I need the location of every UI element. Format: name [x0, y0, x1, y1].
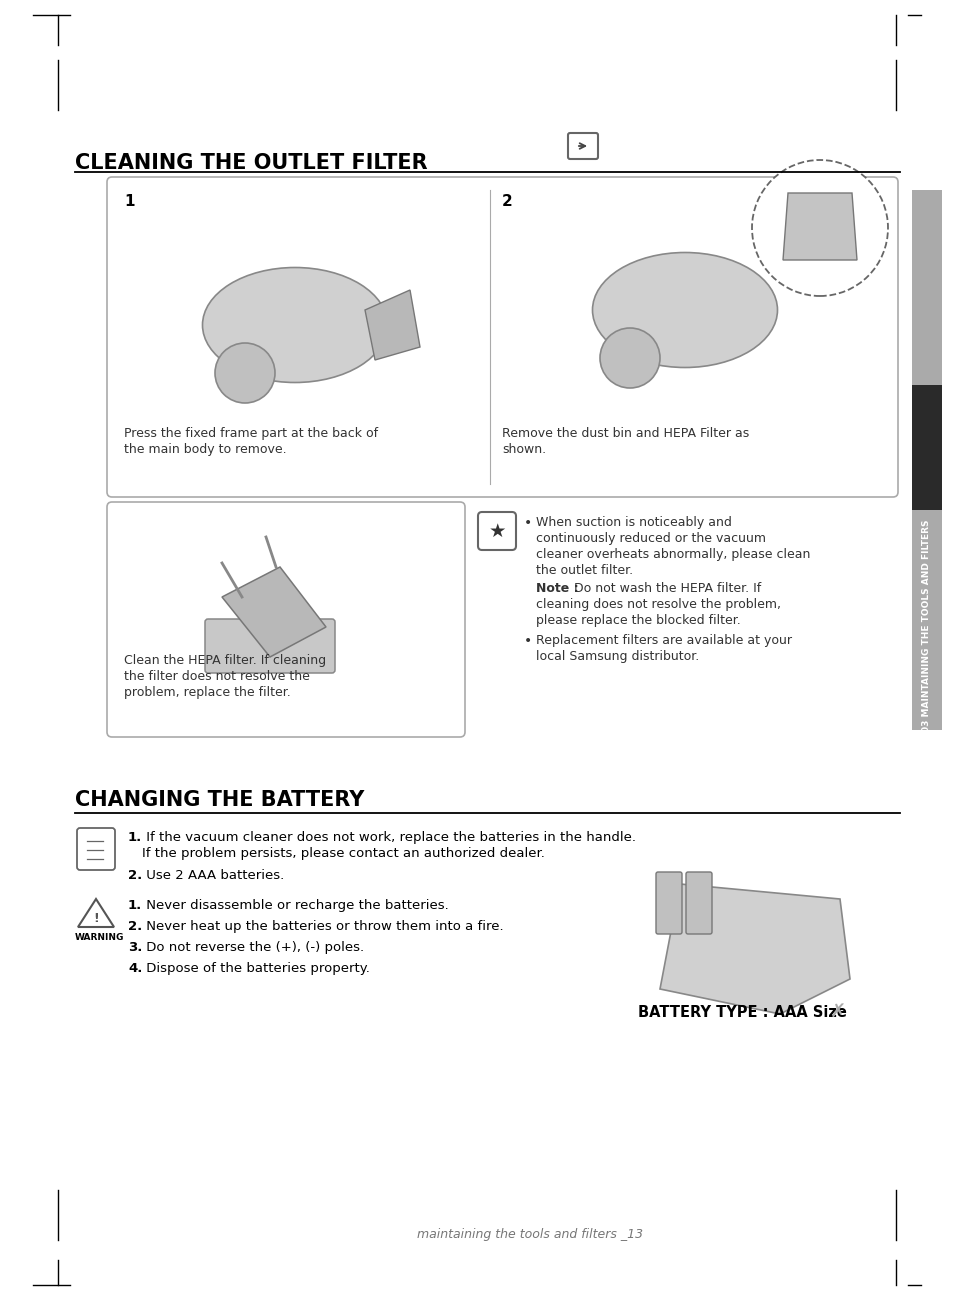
FancyBboxPatch shape	[77, 827, 115, 870]
Text: When suction is noticeably and: When suction is noticeably and	[536, 516, 731, 530]
Text: Replacement filters are available at your: Replacement filters are available at you…	[536, 634, 791, 647]
Text: •: •	[523, 634, 532, 648]
Polygon shape	[78, 899, 113, 928]
Ellipse shape	[202, 268, 387, 382]
FancyBboxPatch shape	[911, 385, 941, 510]
Text: the outlet filter.: the outlet filter.	[536, 565, 633, 578]
Text: If the vacuum cleaner does not work, replace the batteries in the handle.: If the vacuum cleaner does not work, rep…	[142, 831, 636, 844]
FancyBboxPatch shape	[656, 872, 681, 934]
Text: If the problem persists, please contact an authorized dealer.: If the problem persists, please contact …	[142, 847, 544, 860]
Text: WARNING: WARNING	[75, 933, 124, 942]
FancyBboxPatch shape	[685, 872, 711, 934]
Text: Dispose of the batteries property.: Dispose of the batteries property.	[142, 961, 370, 974]
Text: 1.: 1.	[128, 831, 142, 844]
Text: Never disassemble or recharge the batteries.: Never disassemble or recharge the batter…	[142, 899, 448, 912]
Text: Use 2 AAA batteries.: Use 2 AAA batteries.	[142, 869, 284, 882]
Text: 1.: 1.	[128, 899, 142, 912]
Text: Clean the HEPA filter. If cleaning: Clean the HEPA filter. If cleaning	[124, 654, 326, 667]
Text: Never heat up the batteries or throw them into a fire.: Never heat up the batteries or throw the…	[142, 920, 503, 933]
Circle shape	[214, 343, 274, 403]
Ellipse shape	[592, 252, 777, 367]
Text: local Samsung distributor.: local Samsung distributor.	[536, 650, 699, 664]
Text: cleaning does not resolve the problem,: cleaning does not resolve the problem,	[536, 598, 781, 611]
Text: 4.: 4.	[128, 961, 142, 974]
Text: Do not wash the HEPA filter. If: Do not wash the HEPA filter. If	[569, 582, 760, 595]
Text: 1: 1	[124, 194, 134, 209]
Circle shape	[599, 328, 659, 388]
Text: shown.: shown.	[501, 444, 545, 455]
Text: 3.: 3.	[128, 941, 142, 954]
Text: 2: 2	[501, 194, 512, 209]
Text: CLEANING THE OUTLET FILTER: CLEANING THE OUTLET FILTER	[75, 154, 427, 173]
Text: problem, replace the filter.: problem, replace the filter.	[124, 686, 291, 699]
Text: ✗: ✗	[829, 1003, 845, 1023]
Polygon shape	[659, 883, 849, 1013]
FancyBboxPatch shape	[567, 133, 598, 159]
Text: Press the fixed frame part at the back of: Press the fixed frame part at the back o…	[124, 427, 377, 440]
Text: the filter does not resolve the: the filter does not resolve the	[124, 670, 310, 683]
Circle shape	[751, 160, 887, 297]
Text: 03 MAINTAINING THE TOOLS AND FILTERS: 03 MAINTAINING THE TOOLS AND FILTERS	[922, 520, 930, 732]
Text: CHANGING THE BATTERY: CHANGING THE BATTERY	[75, 790, 364, 811]
Text: ★: ★	[488, 522, 505, 540]
Text: BATTERY TYPE : AAA Size: BATTERY TYPE : AAA Size	[638, 1004, 846, 1020]
Polygon shape	[365, 290, 419, 360]
Text: 2.: 2.	[128, 920, 142, 933]
Polygon shape	[222, 567, 326, 657]
Text: Do not reverse the (+), (-) poles.: Do not reverse the (+), (-) poles.	[142, 941, 364, 954]
Text: the main body to remove.: the main body to remove.	[124, 444, 286, 455]
FancyBboxPatch shape	[911, 190, 941, 730]
Text: please replace the blocked filter.: please replace the blocked filter.	[536, 614, 740, 627]
FancyBboxPatch shape	[477, 513, 516, 550]
Text: Note :: Note :	[536, 582, 578, 595]
Text: !: !	[93, 912, 99, 925]
Text: 2.: 2.	[128, 869, 142, 882]
Text: •: •	[523, 516, 532, 530]
FancyBboxPatch shape	[205, 619, 335, 673]
Text: cleaner overheats abnormally, please clean: cleaner overheats abnormally, please cle…	[536, 548, 809, 561]
Text: Remove the dust bin and HEPA Filter as: Remove the dust bin and HEPA Filter as	[501, 427, 748, 440]
FancyBboxPatch shape	[107, 177, 897, 497]
Text: continuously reduced or the vacuum: continuously reduced or the vacuum	[536, 532, 765, 545]
Polygon shape	[782, 193, 856, 260]
FancyBboxPatch shape	[107, 502, 464, 736]
Text: maintaining the tools and filters _13: maintaining the tools and filters _13	[416, 1228, 642, 1241]
